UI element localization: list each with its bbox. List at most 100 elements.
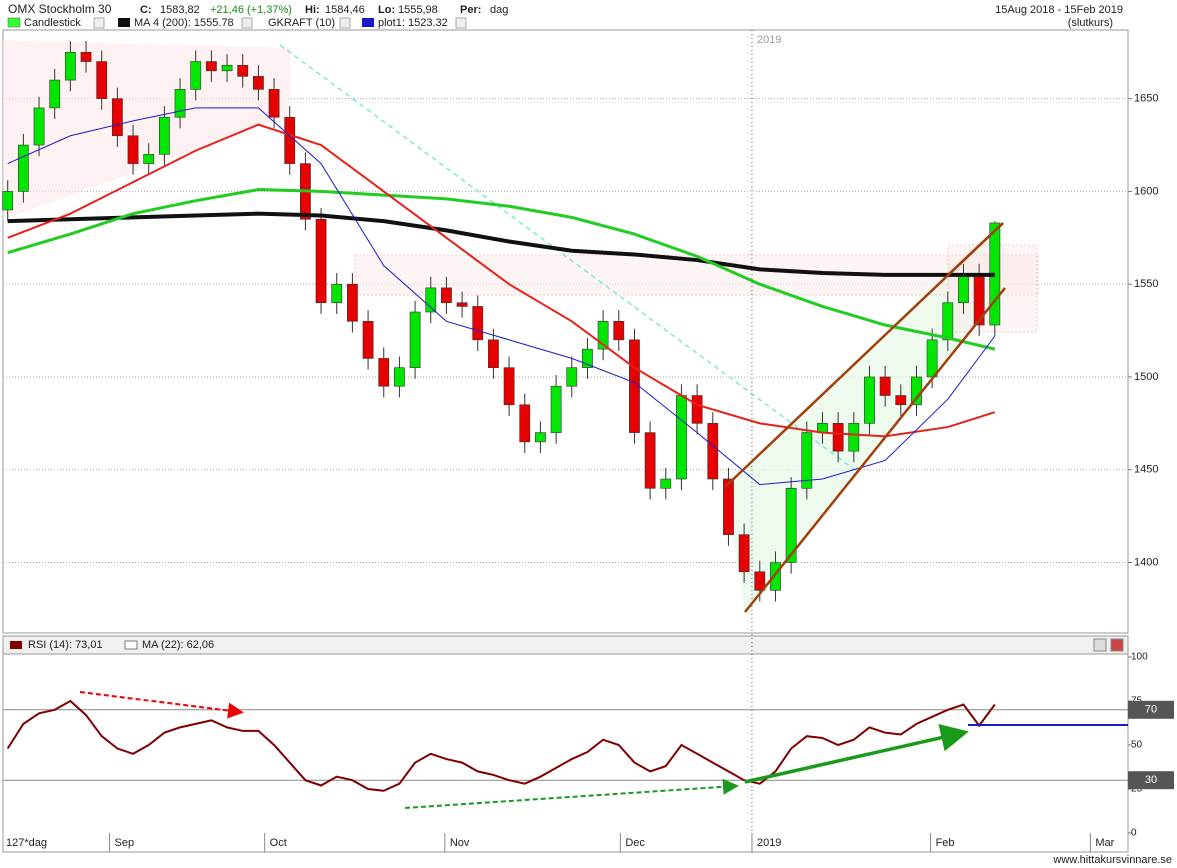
candle-body xyxy=(942,302,954,341)
candle-body xyxy=(64,51,76,81)
candle-body xyxy=(143,154,155,164)
channel-line xyxy=(744,287,1006,613)
legend-plot1: plot1: 1523.32 xyxy=(378,17,448,29)
price-frame xyxy=(2,29,1129,634)
x-tick-label: Sep xyxy=(115,837,135,849)
mode: (slutkurs) xyxy=(1068,17,1113,29)
dropdown[interactable] xyxy=(339,17,351,29)
candle-body xyxy=(644,432,656,489)
y-tick-label: 100 xyxy=(1131,652,1148,663)
x-tick-label: Oct xyxy=(270,837,287,849)
candle-body xyxy=(127,135,139,164)
candle-body xyxy=(253,76,264,90)
candle-body xyxy=(707,423,719,480)
candle-body xyxy=(629,339,640,433)
close-button[interactable] xyxy=(1110,638,1124,652)
candle-body xyxy=(754,571,766,591)
change: +21,46 (+1,37%) xyxy=(210,4,292,16)
per-label: Per: xyxy=(460,4,481,16)
candle-body xyxy=(535,432,546,443)
trend-line xyxy=(279,44,856,471)
y-tick-label: 1450 xyxy=(1134,464,1158,476)
candle-body xyxy=(613,320,625,341)
x-tick-label: 2019 xyxy=(757,837,781,849)
shade xyxy=(3,40,290,220)
legend-swatch xyxy=(7,17,21,28)
legend-ma: MA 4 (200): 1555.78 xyxy=(134,17,234,29)
y-tick-label: 1550 xyxy=(1134,278,1158,290)
close-label: C: xyxy=(140,4,152,16)
candle-body xyxy=(801,432,813,489)
x-tick-label: Feb xyxy=(936,837,955,849)
y-tick-label: 0 xyxy=(1131,828,1137,839)
candle-body xyxy=(926,339,938,378)
channel-line xyxy=(947,222,1004,276)
hi-label: Hi: xyxy=(305,4,320,16)
close: 1583,82 xyxy=(160,4,200,16)
candle-body xyxy=(205,61,217,72)
candle-body xyxy=(785,487,797,563)
rsi-line xyxy=(6,699,996,792)
candle-body xyxy=(848,423,860,452)
y-tick-label: 50 xyxy=(1131,740,1143,751)
legend-candles: Candlestick xyxy=(24,17,81,29)
ma-line xyxy=(7,188,996,351)
level-box xyxy=(1128,771,1174,790)
legend-rsi: RSI (14): 73,01 xyxy=(28,639,103,651)
title: OMX Stockholm 30 xyxy=(8,2,112,16)
x-tick-label: Nov xyxy=(450,837,470,849)
candle-body xyxy=(174,89,186,118)
candle-body xyxy=(597,320,609,350)
candle-body xyxy=(284,116,296,164)
candle-body xyxy=(519,404,531,443)
y-tick-label: 1500 xyxy=(1134,371,1158,383)
per: dag xyxy=(490,4,508,16)
candle-body xyxy=(456,302,468,307)
divergence-arrow xyxy=(79,691,244,719)
dropdown[interactable] xyxy=(241,17,253,29)
candle-body xyxy=(738,534,750,573)
candle-body xyxy=(472,306,484,341)
legend-swatch xyxy=(10,641,22,649)
candle-body xyxy=(488,339,499,368)
candle-body xyxy=(331,283,343,304)
candle-body xyxy=(879,376,891,396)
candle-body xyxy=(566,367,578,387)
legend-rsi-ma: MA (22): 62,06 xyxy=(142,639,214,651)
candle-body xyxy=(958,274,969,304)
candle-body xyxy=(190,61,202,90)
y-tick-label: 1400 xyxy=(1134,556,1158,568)
lo: 1555,98 xyxy=(398,4,438,16)
watermark: www.hittakursvinnare.se xyxy=(1052,854,1172,866)
level-box xyxy=(1128,700,1174,719)
candle-body xyxy=(347,283,358,322)
candle-body xyxy=(80,51,92,62)
candle-body xyxy=(221,64,233,72)
candle-body xyxy=(17,144,29,192)
candle-body xyxy=(111,98,123,137)
candle-body xyxy=(268,89,280,118)
candle-body xyxy=(550,385,562,433)
candle-body xyxy=(409,311,421,368)
candle-body xyxy=(723,478,734,535)
candle-body xyxy=(832,423,844,452)
trend-arrow xyxy=(744,723,969,784)
y-tick-label: 1650 xyxy=(1134,93,1158,105)
level-label: 30 xyxy=(1145,774,1157,786)
settings-button[interactable] xyxy=(1093,638,1107,652)
candle-body xyxy=(503,367,515,406)
candle-body xyxy=(911,376,922,406)
candle-body xyxy=(691,395,703,424)
dropdown[interactable] xyxy=(455,17,467,29)
dropdown[interactable] xyxy=(93,17,105,29)
candle-body xyxy=(362,320,374,359)
candle-body xyxy=(394,367,405,387)
date-range: 15Aug 2018 - 15Feb 2019 xyxy=(995,4,1123,16)
candle-body xyxy=(158,116,170,155)
candle-body xyxy=(660,478,672,489)
x-tick-label: Dec xyxy=(625,837,645,849)
legend-swatch xyxy=(362,18,374,27)
rsi-frame xyxy=(2,653,1129,853)
candle-body xyxy=(770,562,781,591)
